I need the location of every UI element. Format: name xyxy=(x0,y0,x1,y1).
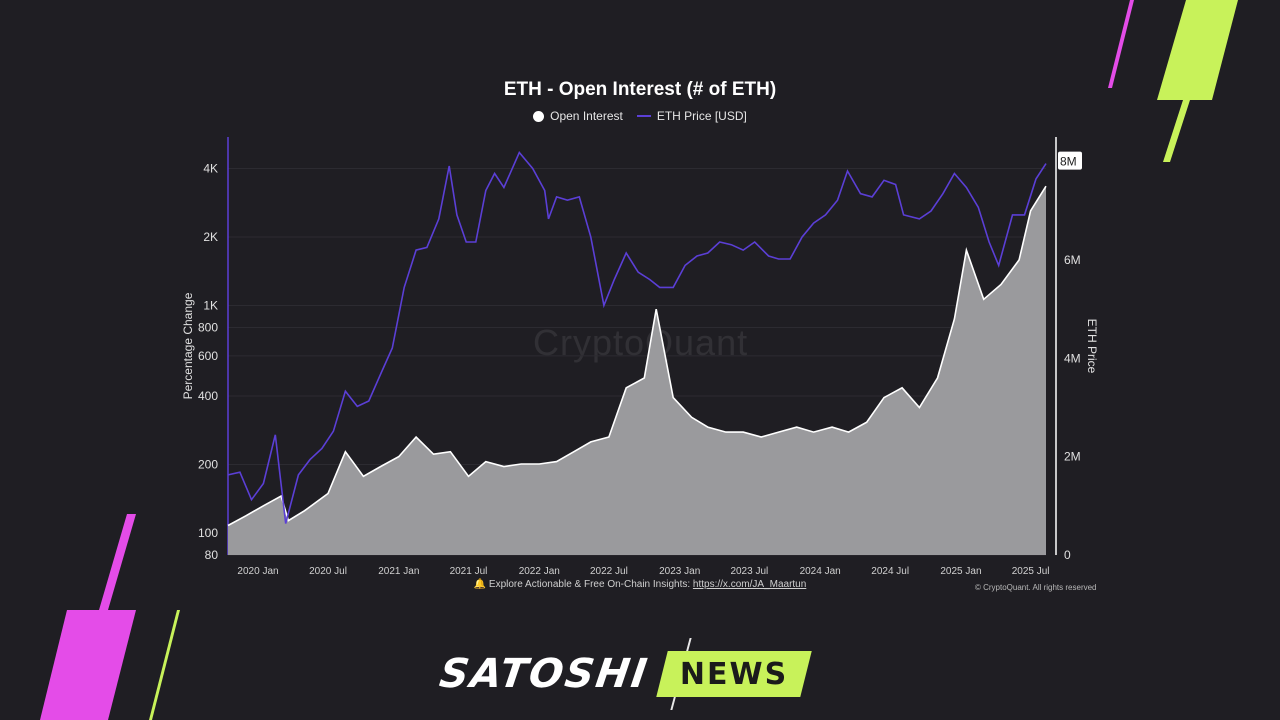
right-tick-highlight-box xyxy=(1058,151,1082,170)
right-tick-label: 6M xyxy=(1064,253,1081,267)
legend-item-eth-price[interactable]: ETH Price [USD] xyxy=(636,109,747,123)
legend-label-open-interest: Open Interest xyxy=(550,109,623,123)
right-axis-title: ETH Price xyxy=(1085,319,1099,374)
chart-title: ETH - Open Interest (# of ETH) xyxy=(503,79,777,100)
open-interest-line xyxy=(227,185,1047,527)
x-tick-label: 2022 Jul xyxy=(590,566,628,577)
brand-name: SATOSHI xyxy=(436,651,652,697)
legend-line-icon xyxy=(636,115,651,117)
right-tick-label: 0 xyxy=(1064,548,1071,562)
deco-green-line-bottom xyxy=(149,610,180,720)
deco-green-slash-large xyxy=(1157,0,1238,100)
footer-note: 🔔 Explore Actionable & Free On-Chain Ins… xyxy=(0,579,1280,590)
footer-link[interactable]: https://x.com/JA_Maartun xyxy=(692,579,807,590)
x-tick-label: 2022 Jan xyxy=(519,566,560,577)
left-tick-label: 200 xyxy=(198,457,218,471)
deco-pink-line-top xyxy=(1108,0,1134,88)
right-tick-label: 8M xyxy=(1060,155,1077,169)
x-tick-label: 2025 Jul xyxy=(1012,566,1050,577)
left-tick-label: 100 xyxy=(198,526,218,540)
x-tick-label: 2023 Jul xyxy=(730,566,768,577)
left-tick-label: 400 xyxy=(198,389,218,403)
x-tick-label: 2025 Jan xyxy=(940,566,981,577)
right-tick-label: 4M xyxy=(1064,351,1081,365)
open-interest-area xyxy=(228,186,1046,555)
eth-price-line xyxy=(227,150,1047,524)
brand-logo: SATOSHI NEWS xyxy=(436,646,813,702)
x-tick-label: 2021 Jan xyxy=(378,566,419,577)
deco-green-slash-small xyxy=(1163,100,1190,162)
brand-tag-box: NEWS xyxy=(656,651,813,697)
footer-prefix: 🔔 Explore Actionable & Free On-Chain Ins… xyxy=(473,579,693,590)
left-tick-label: 1K xyxy=(203,298,218,312)
x-tick-label: 2023 Jan xyxy=(659,566,700,577)
left-tick-label: 80 xyxy=(205,548,219,562)
chart-legend: Open Interest ETH Price [USD] xyxy=(0,109,1280,123)
right-tick-label: 2M xyxy=(1064,450,1081,464)
legend-dot-icon xyxy=(533,110,545,122)
x-tick-label: 2024 Jan xyxy=(800,566,841,577)
x-tick-label: 2020 Jan xyxy=(237,566,278,577)
legend-label-eth-price: ETH Price [USD] xyxy=(656,109,747,123)
left-tick-label: 4K xyxy=(203,161,218,175)
left-tick-label: 600 xyxy=(198,349,218,363)
left-tick-label: 800 xyxy=(198,320,218,334)
copyright-text: © CryptoQuant. All rights reserved xyxy=(975,583,1097,592)
deco-pink-block-bottom xyxy=(40,610,136,720)
left-tick-label: 2K xyxy=(203,230,218,244)
x-tick-label: 2021 Jul xyxy=(450,566,488,577)
deco-pink-slash-bottom xyxy=(99,514,136,610)
x-tick-label: 2020 Jul xyxy=(309,566,347,577)
legend-item-open-interest[interactable]: Open Interest xyxy=(533,109,623,123)
brand-tag: NEWS xyxy=(680,656,789,692)
x-tick-label: 2024 Jul xyxy=(871,566,909,577)
left-axis-title: Percentage Change xyxy=(181,292,195,399)
